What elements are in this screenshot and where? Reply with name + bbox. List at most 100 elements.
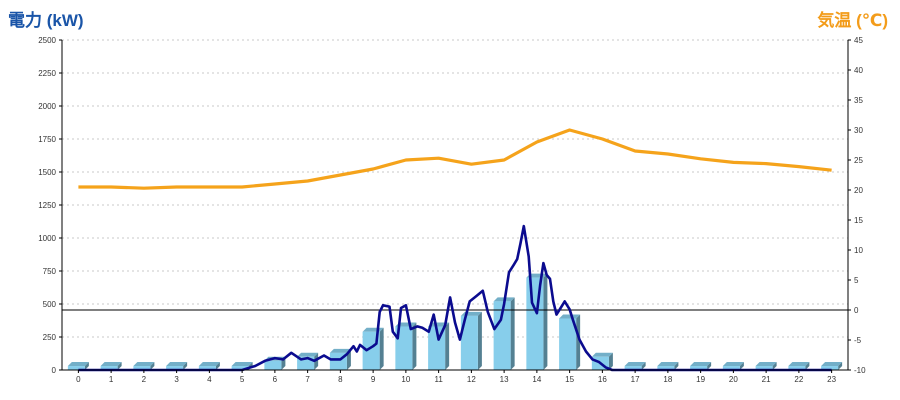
bar-side [772, 362, 777, 370]
bar-top [591, 352, 613, 357]
bar-front [559, 318, 577, 370]
bar [755, 362, 777, 370]
left-tick-label: 2500 [38, 36, 56, 45]
bar-side [641, 362, 646, 370]
bar-side [215, 362, 220, 370]
bar-top [329, 348, 351, 353]
bar [166, 362, 188, 370]
right-tick-label: -5 [854, 336, 862, 345]
x-tick-label: 15 [565, 375, 574, 384]
bar-top [624, 362, 646, 367]
bar [559, 314, 581, 370]
bar-front [460, 315, 478, 370]
bar-front [526, 277, 544, 370]
x-tick-label: 5 [240, 375, 245, 384]
bar-side [150, 362, 155, 370]
x-tick-label: 19 [696, 375, 705, 384]
x-tick-label: 11 [434, 375, 443, 384]
bar [395, 322, 417, 370]
left-axis-title: 電力 (kW) [8, 11, 84, 30]
bar-side [576, 314, 581, 370]
bar-top [755, 362, 777, 367]
bar-side [674, 362, 679, 370]
bar-front [493, 301, 511, 370]
x-tick-label: 14 [532, 375, 541, 384]
bar-front [166, 366, 184, 370]
x-tick-label: 17 [631, 375, 640, 384]
right-tick-label: 40 [854, 66, 863, 75]
bar [100, 362, 122, 370]
bar [198, 362, 220, 370]
x-tick-label: 8 [338, 375, 343, 384]
tick-labels: 02505007501000125015001750200022502500-1… [38, 36, 866, 384]
left-tick-label: 2000 [38, 102, 56, 111]
power-line [78, 224, 832, 372]
bar [821, 362, 843, 370]
bar [657, 362, 679, 370]
x-tick-label: 22 [794, 375, 803, 384]
bar-front [231, 366, 249, 370]
left-tick-label: 2250 [38, 69, 56, 78]
x-tick-label: 7 [305, 375, 310, 384]
bar-front [657, 366, 675, 370]
left-tick-label: 1750 [38, 135, 56, 144]
right-tick-label: 35 [854, 96, 863, 105]
bar [67, 362, 89, 370]
bar-top [788, 362, 810, 367]
bar-front [755, 366, 773, 370]
bar-side [805, 362, 810, 370]
bar [493, 297, 515, 370]
bar-top [231, 362, 253, 367]
left-tick-label: 250 [43, 333, 57, 342]
left-tick-label: 1000 [38, 234, 56, 243]
left-tick-label: 500 [43, 300, 57, 309]
bar [722, 362, 744, 370]
bar-side [412, 322, 417, 370]
right-tick-label: 15 [854, 216, 863, 225]
bar [460, 311, 482, 370]
right-tick-label: 25 [854, 156, 863, 165]
right-tick-label: 20 [854, 186, 863, 195]
bar-front [198, 366, 216, 370]
bar [690, 362, 712, 370]
bar-side [379, 327, 384, 370]
bar-top [657, 362, 679, 367]
left-tick-label: 0 [52, 366, 57, 375]
bar-front [395, 326, 413, 370]
x-tick-label: 9 [371, 375, 376, 384]
x-tick-label: 1 [109, 375, 114, 384]
bar-front [788, 366, 806, 370]
bar-front [821, 366, 839, 370]
left-tick-label: 1500 [38, 168, 56, 177]
axes [59, 39, 851, 373]
bar-side [314, 352, 319, 370]
bar-side [117, 362, 122, 370]
bar-side [445, 322, 450, 370]
bar-front [264, 360, 282, 370]
grid-lines [62, 39, 848, 338]
bar-side [84, 362, 89, 370]
x-tick-label: 13 [500, 375, 509, 384]
x-tick-label: 12 [467, 375, 476, 384]
right-tick-label: 45 [854, 36, 863, 45]
x-tick-label: 20 [729, 375, 738, 384]
bar [624, 362, 646, 370]
x-tick-label: 18 [663, 375, 672, 384]
bar [428, 322, 450, 370]
x-tick-label: 16 [598, 375, 607, 384]
right-tick-label: -10 [854, 366, 866, 375]
bar-top [559, 314, 581, 319]
right-tick-label: 10 [854, 246, 863, 255]
bar-side [510, 297, 515, 370]
bar [526, 273, 548, 370]
bar-front [690, 366, 708, 370]
bar-top [690, 362, 712, 367]
x-tick-label: 2 [142, 375, 147, 384]
bar-top [821, 362, 843, 367]
x-tick-label: 10 [401, 375, 410, 384]
x-tick-label: 21 [762, 375, 771, 384]
x-tick-label: 0 [76, 375, 81, 384]
bar-side [707, 362, 712, 370]
bar-side [477, 311, 482, 370]
